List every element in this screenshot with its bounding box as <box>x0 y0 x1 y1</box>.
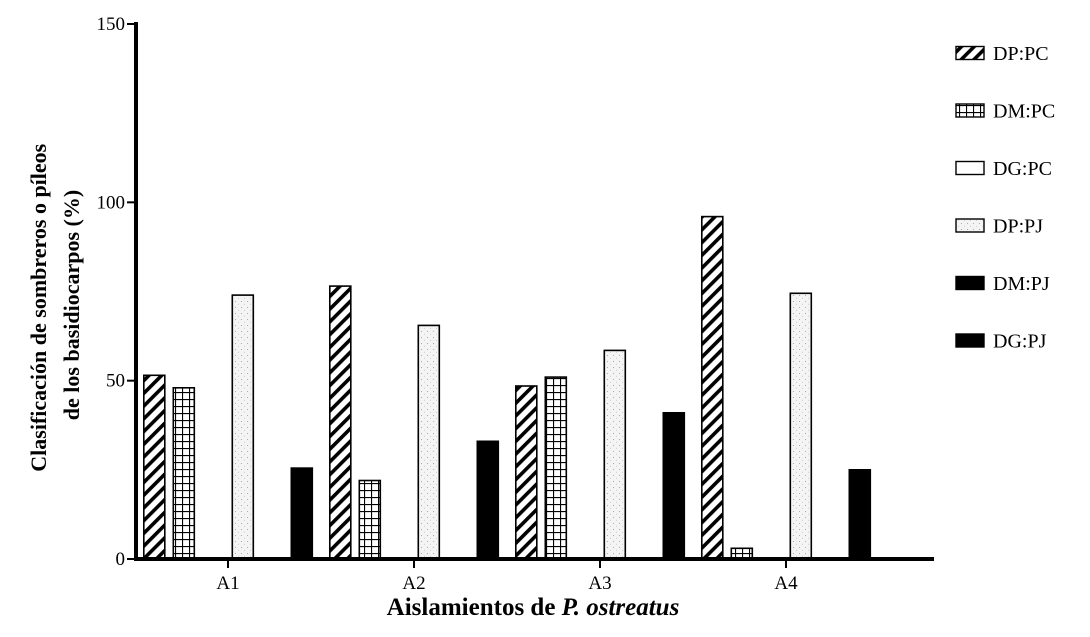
y-axis-label-line2: de los basidiocarpos (%) <box>59 190 84 420</box>
bar-dg-pj-a1 <box>290 467 314 560</box>
legend-item-dp-pj: DP:PJ <box>955 216 1043 238</box>
x-axis-label: Aislamientos de P. ostreatus <box>0 594 1066 622</box>
bar-dp-pc-a3 <box>514 385 538 560</box>
y-axis-label: Clasificación de sombreros o píleos de l… <box>26 138 84 471</box>
legend-swatch-dm-pc <box>955 103 985 118</box>
legend-item-dg-pj: DG:PJ <box>955 331 1047 353</box>
legend-label-dm-pc: DM:PC <box>993 101 1055 123</box>
legend-swatch-dg-pc <box>955 160 985 176</box>
bar-dp-pc-a4 <box>700 215 724 560</box>
x-tick-label-a3: A3 <box>588 573 611 594</box>
legend-label-dg-pc: DG:PC <box>993 158 1052 180</box>
legend-item-dp-pc: DP:PC <box>955 43 1049 65</box>
bar-dm-pc-a1 <box>172 386 196 560</box>
bar-dp-pj-a1 <box>231 294 255 560</box>
bar-dp-pj-a2 <box>417 324 441 560</box>
legend-swatch-dm-pj <box>955 275 985 291</box>
y-tick-label-150: 150 <box>97 14 126 35</box>
x-axis-label-species: P. ostreatus <box>561 594 680 621</box>
legend-swatch-dp-pc <box>955 45 985 61</box>
legend-label-dp-pc: DP:PC <box>993 43 1049 65</box>
bar-dm-pc-a3 <box>544 376 568 560</box>
y-tick-label-50: 50 <box>106 371 125 392</box>
legend-swatch-dp-pj <box>955 218 985 233</box>
bar-dp-pj-a4 <box>789 292 813 560</box>
x-tick-label-a4: A4 <box>774 573 798 594</box>
legend-label-dm-pj: DM:PJ <box>993 273 1050 295</box>
legend-item-dg-pc: DG:PC <box>955 158 1052 180</box>
bar-dp-pc-a2 <box>328 285 352 560</box>
bars-layer <box>143 215 872 560</box>
bar-dg-pj-a3 <box>662 411 686 560</box>
legend-item-dm-pj: DM:PJ <box>955 273 1050 295</box>
bar-dp-pj-a3 <box>603 349 627 560</box>
legend-label-dp-pj: DP:PJ <box>993 216 1043 238</box>
bar-dp-pc-a1 <box>143 374 166 560</box>
x-tick-label-a2: A2 <box>402 573 425 594</box>
bar-dg-pj-a4 <box>848 468 872 560</box>
bar-dg-pj-a2 <box>476 440 500 560</box>
x-axis-label-prefix: Aislamientos de <box>386 594 562 621</box>
legend: DP:PC DM:PC DG:PC DP:PJ DM:PJ DG:PJ <box>955 43 1055 353</box>
axes-layer: 0 50 100 150 A1 A2 A3 A4 <box>97 14 934 594</box>
bar-dm-pc-a2 <box>358 479 382 560</box>
legend-swatch-dg-pj <box>955 333 985 348</box>
x-tick-label-a1: A1 <box>216 573 239 594</box>
y-tick-label-0: 0 <box>116 549 126 570</box>
y-tick-label-100: 100 <box>97 192 126 213</box>
legend-label-dg-pj: DG:PJ <box>993 331 1047 353</box>
y-axis-label-line1: Clasificación de sombreros o píleos <box>26 143 51 471</box>
legend-item-dm-pc: DM:PC <box>955 101 1055 123</box>
